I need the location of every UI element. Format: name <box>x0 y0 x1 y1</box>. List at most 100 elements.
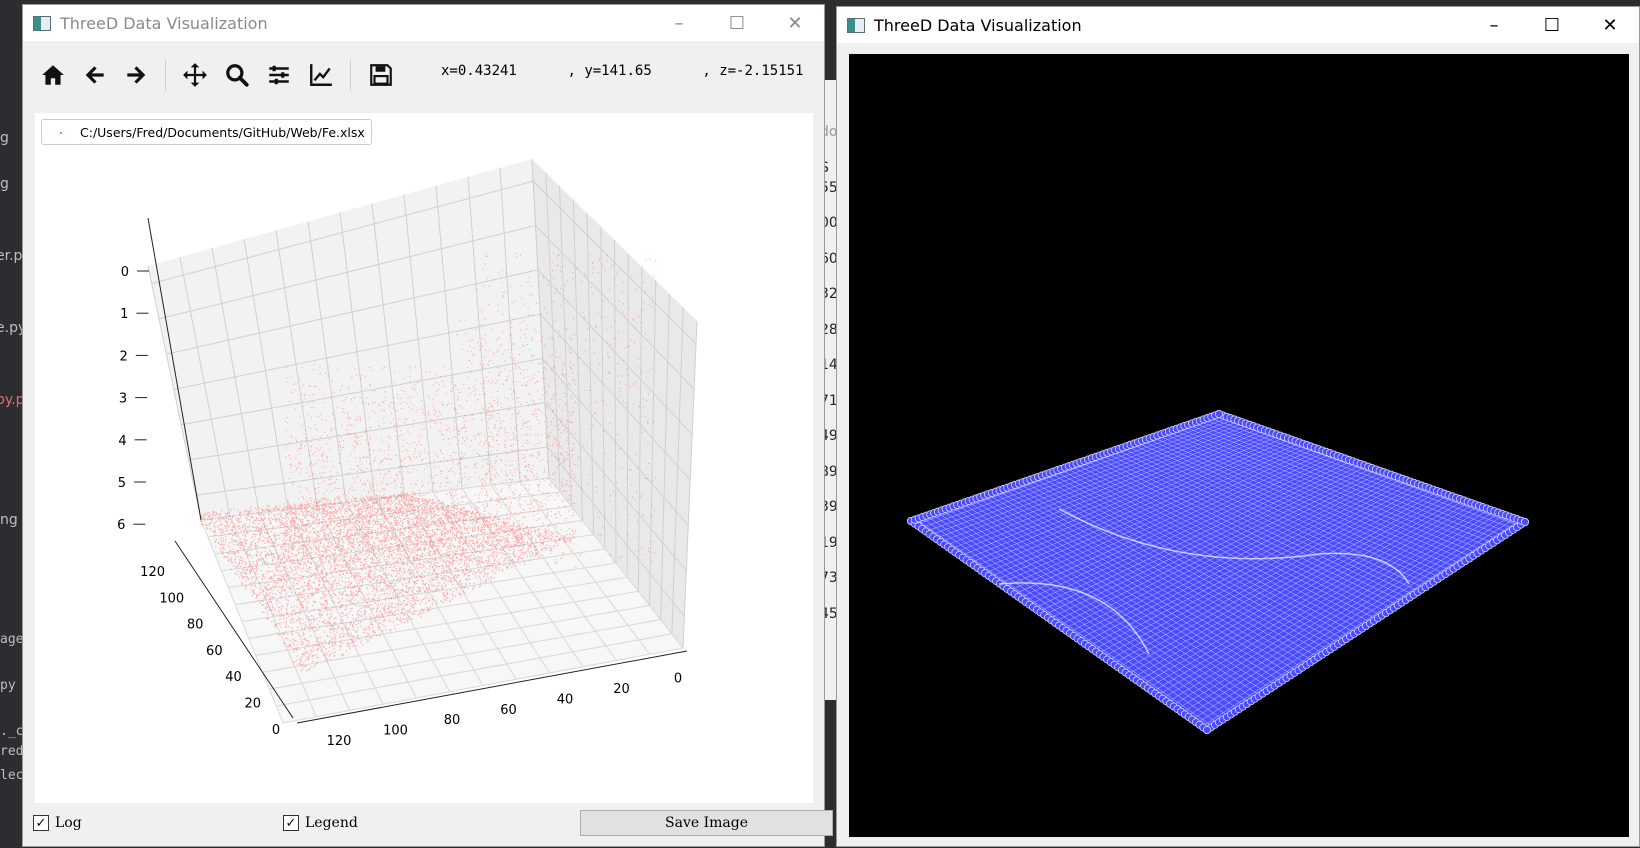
data-point <box>244 523 245 524</box>
data-point <box>303 666 304 667</box>
data-point <box>383 568 384 569</box>
data-point <box>320 543 321 544</box>
data-point <box>459 563 460 564</box>
data-point <box>395 585 396 586</box>
data-point <box>463 543 464 544</box>
data-point <box>364 506 365 507</box>
data-point <box>373 574 374 575</box>
data-point <box>379 534 380 535</box>
minimize-button[interactable]: – <box>650 5 708 41</box>
data-point <box>275 550 276 551</box>
back-pane <box>148 159 549 520</box>
data-point <box>305 530 306 531</box>
data-point <box>353 563 354 564</box>
data-point <box>256 553 257 554</box>
back-button[interactable] <box>75 57 115 93</box>
data-point <box>212 514 213 515</box>
data-point <box>318 535 319 536</box>
data-point <box>328 503 329 504</box>
data-point <box>276 582 277 583</box>
data-point <box>294 522 295 523</box>
forward-button[interactable] <box>116 57 156 93</box>
data-point <box>318 513 319 514</box>
data-point <box>307 603 308 604</box>
data-point <box>397 514 398 515</box>
data-point <box>318 610 319 611</box>
data-point <box>378 521 379 522</box>
data-point <box>275 627 276 628</box>
data-point <box>270 539 271 540</box>
data-point <box>306 670 307 671</box>
data-point <box>291 632 292 633</box>
data-point <box>420 576 421 577</box>
data-point <box>308 658 309 659</box>
data-point <box>232 551 233 552</box>
data-point <box>524 561 525 562</box>
data-point <box>493 555 494 556</box>
data-point <box>402 585 403 586</box>
data-point <box>424 523 425 524</box>
data-point <box>308 640 309 641</box>
data-point <box>340 637 341 638</box>
data-point <box>265 563 266 564</box>
data-point <box>352 608 353 609</box>
data-point <box>462 570 463 571</box>
data-point <box>440 538 441 539</box>
data-point <box>259 520 260 521</box>
pan-button[interactable] <box>175 57 215 93</box>
data-point <box>464 549 465 550</box>
zoom-button[interactable] <box>217 57 257 93</box>
data-point <box>280 559 281 560</box>
data-point <box>330 511 331 512</box>
data-point <box>405 552 406 553</box>
data-point <box>417 600 418 601</box>
data-point <box>354 533 355 534</box>
data-point <box>415 584 416 585</box>
data-point <box>275 538 276 539</box>
data-point <box>301 552 302 553</box>
data-point <box>393 586 394 587</box>
data-point <box>337 535 338 536</box>
subplots-config-button[interactable] <box>259 57 299 93</box>
data-point <box>371 604 372 605</box>
edit-axes-button[interactable] <box>301 57 341 93</box>
data-point <box>510 530 511 531</box>
data-point <box>482 541 483 542</box>
maximize-button[interactable]: ☐ <box>708 5 766 41</box>
data-point <box>506 525 507 526</box>
data-point <box>252 593 253 594</box>
data-point <box>277 583 278 584</box>
data-point <box>256 512 257 513</box>
home-button[interactable] <box>33 57 73 93</box>
data-point <box>298 664 299 665</box>
data-point <box>244 539 245 540</box>
data-point <box>367 529 368 530</box>
data-point <box>326 514 327 515</box>
data-point <box>421 556 422 557</box>
data-point <box>248 579 249 580</box>
data-point <box>320 554 321 555</box>
data-point <box>368 513 369 514</box>
data-point <box>245 525 246 526</box>
data-point <box>408 598 409 599</box>
data-point <box>430 551 431 552</box>
data-point <box>381 549 382 550</box>
data-point <box>429 546 430 547</box>
data-point <box>324 545 325 546</box>
data-point <box>426 504 427 505</box>
data-point <box>313 517 314 518</box>
data-point <box>419 588 420 589</box>
data-point <box>439 566 440 567</box>
data-point <box>235 540 236 541</box>
data-point <box>514 565 515 566</box>
data-point <box>483 562 484 563</box>
data-point <box>551 532 552 533</box>
close-button[interactable]: ✕ <box>766 5 824 41</box>
data-point <box>358 601 359 602</box>
data-point <box>369 565 370 566</box>
save-figure-button[interactable] <box>361 57 401 93</box>
data-point <box>259 582 260 583</box>
data-point <box>296 588 297 589</box>
data-point <box>334 655 335 656</box>
